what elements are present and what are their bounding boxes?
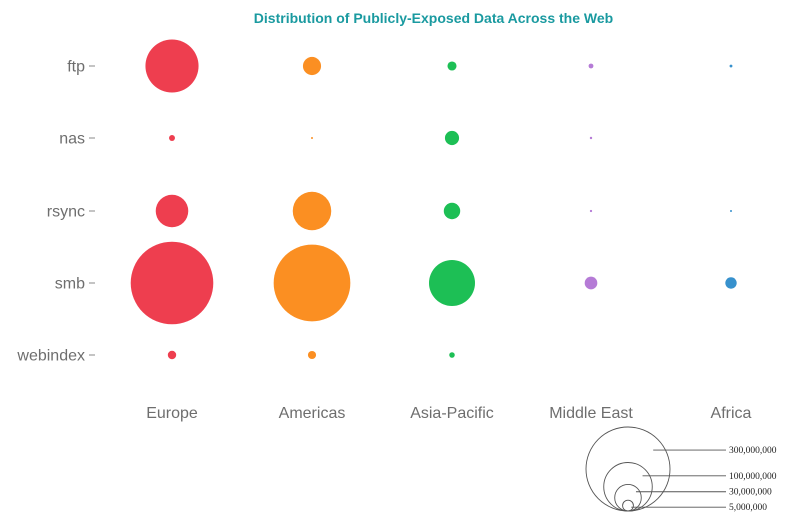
y-tick-label-ftp: ftp [67,59,85,76]
legend-circle-1 [603,462,653,512]
x-tick-label-europe: Europe [146,405,198,422]
bubble-europe-rsync [155,194,189,228]
legend-label-3: 5,000,000 [729,503,767,513]
bubble-middle-east-smb [584,276,598,290]
bubble-europe-ftp [145,39,199,93]
bubble-europe-smb [130,241,214,325]
bubble-europe-nas [169,135,175,141]
x-axis: Europe Americas Asia-Pacific Middle East Afr… [146,405,751,422]
bubble-americas-nas [311,137,313,139]
bubble-asia-pacific-nas [444,130,460,146]
y-tick-label-rsync: rsync [47,204,85,221]
legend-circle-3 [622,499,634,512]
bubble-asia-pacific-ftp [447,61,457,71]
bubble-americas-webindex [307,350,317,360]
bubble-americas-rsync [292,191,332,231]
legend-label-2: 30,000,000 [729,488,772,498]
bubble-africa-rsync [730,210,732,212]
y-tick-label-smb: smb [55,276,85,293]
legend-label-0: 300,000,000 [729,446,777,456]
bubble-asia-pacific-smb [429,260,475,306]
bubble-europe-webindex [167,350,177,360]
legend-circle-0 [585,426,671,512]
y-tick-label-nas: nas [59,131,85,148]
bubble-africa-ftp [729,64,733,68]
bubble-americas-smb [273,244,351,322]
x-tick-label-africa: Africa [711,405,752,422]
y-axis: ftp nas rsync smb webindex [16,59,95,365]
x-tick-label-americas: Americas [279,405,346,422]
bubble-middle-east-rsync [589,209,593,213]
bubbles [130,39,737,360]
size-legend: 300,000,000 100,000,000 30,000,000 5,000,00… [585,426,777,513]
chart-title: Distribution of Publicly-Exposed Data Ac… [253,10,614,26]
bubble-africa-smb [725,277,737,289]
legend-label-1: 100,000,000 [729,472,777,482]
bubble-asia-pacific-rsync [443,202,461,220]
bubble-americas-ftp [302,56,322,76]
x-tick-label-asia-pacific: Asia-Pacific [410,405,494,422]
bubble-asia-pacific-webindex [449,352,455,358]
x-tick-label-middle-east: Middle East [549,405,633,422]
y-tick-label-webindex: webindex [16,348,85,365]
bubble-middle-east-nas [589,136,593,140]
bubble-middle-east-ftp [588,63,594,69]
